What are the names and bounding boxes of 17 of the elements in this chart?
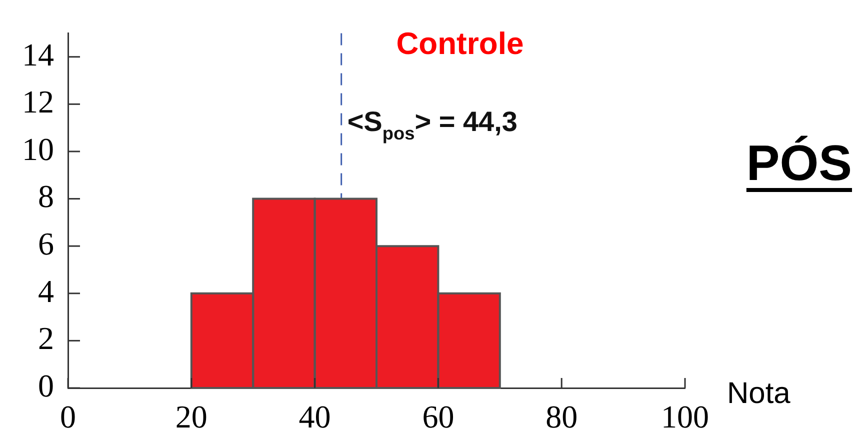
x-axis-title: Nota xyxy=(727,377,791,410)
y-tick-label: 0 xyxy=(38,367,54,404)
x-tick-label: 40 xyxy=(298,398,331,435)
y-tick-label: 2 xyxy=(38,320,54,356)
x-tick-label: 20 xyxy=(175,398,208,435)
x-tick-label: 100 xyxy=(661,398,709,435)
text: PÓS xyxy=(746,135,852,191)
y-tick-label: 6 xyxy=(38,225,54,262)
y-tick-label: 12 xyxy=(22,84,54,120)
x-tick-label: 60 xyxy=(422,398,454,435)
x-tick-label: 0 xyxy=(60,398,76,435)
y-tick-label: 14 xyxy=(22,36,54,72)
y-tick-label: 8 xyxy=(38,178,54,214)
x-tick-label: 80 xyxy=(546,398,578,435)
y-tick-label: 10 xyxy=(22,130,54,167)
y-tick-label: 4 xyxy=(38,272,54,309)
chart-title: Controle xyxy=(396,26,524,61)
